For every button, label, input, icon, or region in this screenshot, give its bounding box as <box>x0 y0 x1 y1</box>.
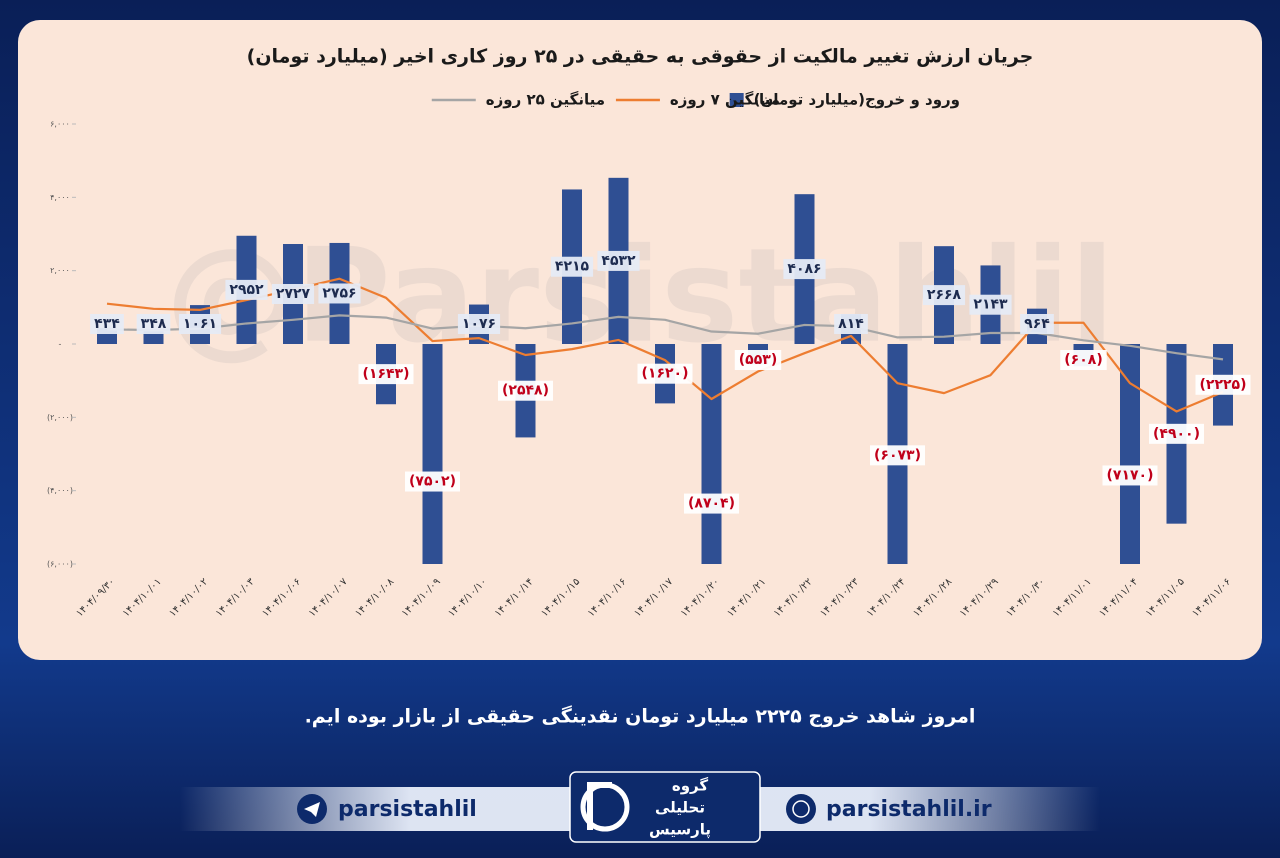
y-tick-label: ۴,۰۰۰ <box>50 193 70 202</box>
data-label: (۲۲۲۵) <box>1200 377 1247 393</box>
data-label-box <box>358 364 414 385</box>
data-label-box <box>457 314 501 334</box>
logo-text: گروه <box>672 777 709 795</box>
telegram-handle: parsistahlil <box>338 797 477 822</box>
web-icon <box>786 794 816 824</box>
data-label-box <box>178 314 222 334</box>
data-label: ۴۳۴ <box>94 316 120 332</box>
data-label-box <box>271 284 315 305</box>
data-label: (۵۵۳) <box>739 352 777 368</box>
data-label: ۲۱۴۳ <box>973 297 1008 313</box>
legend-swatch <box>729 93 744 107</box>
data-label: (۸۷۰۴) <box>688 496 735 512</box>
bar <box>422 344 443 564</box>
logo-mark-stem <box>587 782 612 830</box>
data-label: (۷۱۷۰) <box>1107 467 1154 483</box>
data-label-box <box>734 350 782 370</box>
data-label-box <box>922 285 966 306</box>
y-tick-label: (۴,۰۰۰) <box>47 486 73 495</box>
chart-card <box>18 20 1262 660</box>
data-label: (۲۵۴۸) <box>502 383 549 399</box>
data-label: ۲۷۲۷ <box>276 286 311 302</box>
data-label-box <box>1149 423 1204 444</box>
bar <box>1120 344 1140 564</box>
data-label: ۲۷۵۶ <box>322 285 356 301</box>
data-label: ۴۲۱۵ <box>555 259 590 275</box>
logo-text: تحلیلی <box>655 799 705 817</box>
data-label-box <box>969 294 1012 315</box>
data-label: ۴۰۸۶ <box>787 261 821 277</box>
data-label-box <box>637 363 693 384</box>
legend-label: میانگین ۷ روزه <box>670 91 780 109</box>
data-label: ۸۱۴ <box>838 316 864 332</box>
y-tick-label: - <box>59 340 62 349</box>
data-label: ۴۵۳۲ <box>601 253 636 269</box>
data-label: ۹۶۴ <box>1024 316 1050 332</box>
y-tick-label: (۶,۰۰۰) <box>47 560 73 569</box>
data-label-box <box>90 314 124 334</box>
data-label-box <box>405 471 460 492</box>
data-label-box <box>1060 350 1107 370</box>
website: parsistahlil.ir <box>826 797 992 822</box>
data-label: ۱۰۶۱ <box>183 316 217 332</box>
y-tick-label: ۲,۰۰۰ <box>50 266 70 275</box>
data-label: ۲۹۵۲ <box>229 282 264 298</box>
data-label: (۶۰۷۳) <box>874 447 921 463</box>
plot: ۶,۰۰۰۴,۰۰۰۲,۰۰۰-(۲,۰۰۰)(۴,۰۰۰)(۶,۰۰۰)۱۴۰… <box>47 120 1251 619</box>
data-label-box <box>225 279 268 300</box>
data-label-box <box>318 283 361 304</box>
bar <box>143 331 164 344</box>
data-label-box <box>136 314 171 334</box>
logo-text: پارسیس <box>649 821 711 840</box>
data-label-box <box>1195 374 1251 395</box>
legend-label: ورود و خروج(میلیارد تومان) <box>754 91 960 109</box>
legend: ورود و خروج(میلیارد تومان)میانگین ۷ روزه… <box>431 91 960 109</box>
data-label-box <box>834 314 868 334</box>
data-label-box <box>550 256 594 277</box>
data-label-box <box>1102 465 1158 486</box>
data-label: (۴۹۰۰) <box>1153 426 1200 442</box>
data-label: ۲۶۶۸ <box>927 287 962 303</box>
data-label: (۱۶۴۳) <box>363 366 410 382</box>
data-label-box <box>1020 314 1054 334</box>
data-label-box <box>597 250 640 271</box>
data-label: ۳۴۸ <box>141 316 167 332</box>
data-label-box <box>783 259 826 280</box>
legend-label: میانگین ۲۵ روزه <box>486 91 605 109</box>
data-label: (۱۶۲۰) <box>642 366 689 382</box>
caption: امروز شاهد خروج ۲۲۲۵ میلیارد تومان نقدین… <box>305 705 976 728</box>
data-label: (۷۵۰۲) <box>409 474 456 490</box>
y-tick-label: ۶,۰۰۰ <box>50 120 70 129</box>
data-label-box <box>498 380 553 401</box>
y-tick-label: (۲,۰۰۰) <box>47 413 73 422</box>
telegram-glyph <box>304 802 320 817</box>
chart-title: جریان ارزش تغییر مالکیت از حقوقی به حقیق… <box>247 46 1034 68</box>
data-label-box <box>870 445 925 466</box>
data-label: ۱۰۷۶ <box>462 316 496 332</box>
data-label: (۶۰۸) <box>1064 352 1102 368</box>
data-label-box <box>684 493 739 514</box>
web-glyph <box>792 800 810 818</box>
